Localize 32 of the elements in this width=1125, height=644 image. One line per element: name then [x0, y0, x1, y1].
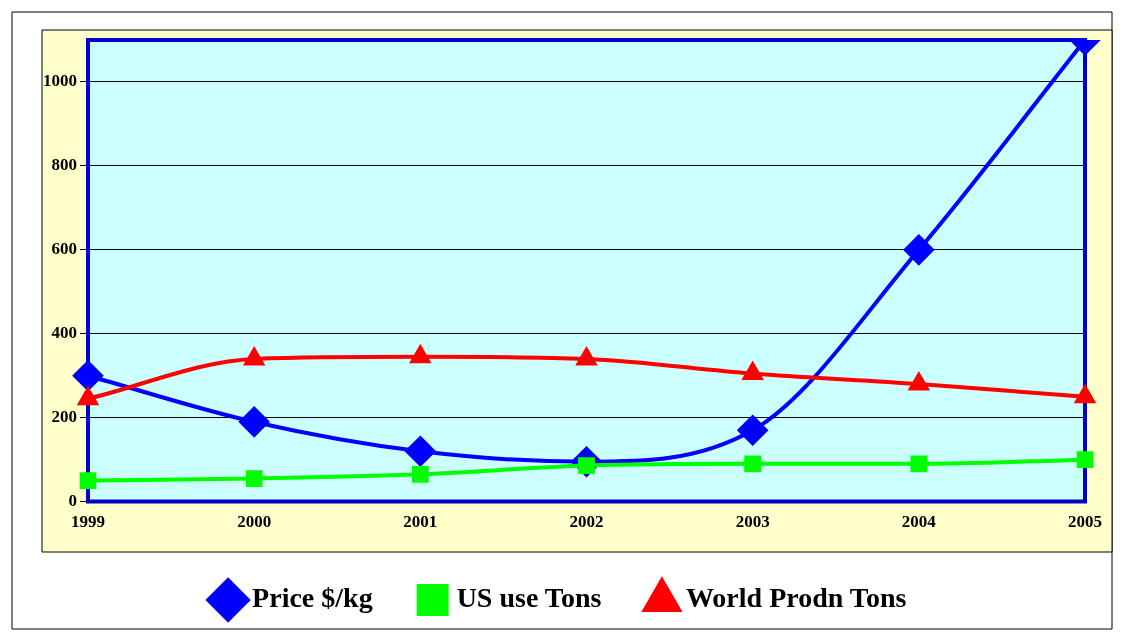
point: [78, 387, 98, 406]
x-tick-label: 2002: [569, 512, 604, 532]
point: [744, 455, 762, 473]
legend-label: Price $/kg: [252, 582, 373, 614]
point: [1076, 451, 1094, 468]
legend-label: World Prodn Tons: [685, 582, 907, 614]
y-tick-label: 800: [51, 155, 77, 175]
point: [73, 360, 103, 391]
y-tick-label: 400: [51, 323, 77, 343]
point: [79, 472, 97, 489]
point: [910, 455, 928, 473]
point: [737, 415, 768, 446]
point: [244, 347, 264, 366]
point: [903, 234, 934, 265]
x-tick-label: 2000: [237, 512, 272, 532]
point: [909, 373, 929, 391]
point: [1075, 385, 1095, 404]
y-tick-label: 600: [51, 239, 77, 259]
y-tick-label: 0: [68, 490, 77, 510]
point: [239, 406, 270, 437]
x-tick-label: 1999: [71, 512, 105, 532]
x-tick-label: 2004: [901, 512, 937, 532]
legend-label: US use Tons: [456, 582, 602, 614]
point: [576, 347, 597, 366]
point: [245, 470, 263, 487]
x-tick-label: 2005: [1068, 512, 1102, 532]
x-tick-label: 2003: [735, 512, 770, 532]
y-tick-label: 200: [51, 407, 77, 427]
x-tick-label: 2001: [403, 512, 438, 532]
point: [411, 465, 429, 483]
point: [405, 436, 436, 467]
y-tick-label: 1000: [43, 71, 77, 91]
